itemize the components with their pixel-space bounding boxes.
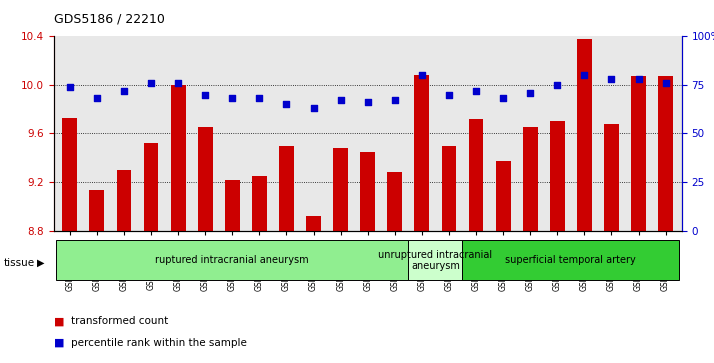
Bar xyxy=(523,127,538,231)
Bar xyxy=(463,240,679,281)
Point xyxy=(660,80,671,86)
Bar xyxy=(577,39,592,231)
Bar xyxy=(116,170,131,231)
Bar xyxy=(388,172,402,231)
Point xyxy=(443,92,455,98)
Bar xyxy=(56,240,408,281)
Bar xyxy=(89,191,104,231)
Point xyxy=(146,80,157,86)
Point xyxy=(253,95,265,101)
Point xyxy=(362,99,373,105)
Text: superficial temporal artery: superficial temporal artery xyxy=(506,256,636,265)
Bar xyxy=(441,146,456,231)
Point xyxy=(578,72,590,78)
Bar xyxy=(361,152,375,231)
Point xyxy=(308,105,319,111)
Point xyxy=(471,88,482,94)
Bar xyxy=(408,240,463,281)
Bar xyxy=(550,121,565,231)
Bar xyxy=(198,127,213,231)
Bar xyxy=(468,119,483,231)
Bar xyxy=(144,143,159,231)
Text: percentile rank within the sample: percentile rank within the sample xyxy=(71,338,247,348)
Text: ■: ■ xyxy=(54,338,64,348)
Bar xyxy=(604,124,619,231)
Bar xyxy=(62,118,77,231)
Point xyxy=(64,84,76,90)
Text: ■: ■ xyxy=(54,316,64,326)
Point xyxy=(552,82,563,88)
Bar xyxy=(414,75,429,231)
Point xyxy=(172,80,183,86)
Bar xyxy=(252,176,267,231)
Point xyxy=(335,98,346,103)
Point xyxy=(199,92,211,98)
Point xyxy=(416,72,428,78)
Text: transformed count: transformed count xyxy=(71,316,169,326)
Bar xyxy=(658,76,673,231)
Text: tissue: tissue xyxy=(4,258,35,268)
Text: unruptured intracranial
aneurysm: unruptured intracranial aneurysm xyxy=(378,250,493,271)
Point xyxy=(281,101,292,107)
Bar xyxy=(171,85,186,231)
Bar xyxy=(333,148,348,231)
Point xyxy=(525,90,536,95)
Text: ▶: ▶ xyxy=(37,258,45,268)
Bar xyxy=(279,146,294,231)
Bar xyxy=(631,76,646,231)
Point xyxy=(498,95,509,101)
Point xyxy=(226,95,238,101)
Bar xyxy=(225,180,240,231)
Point xyxy=(91,95,103,101)
Point xyxy=(605,76,617,82)
Bar xyxy=(496,161,511,231)
Point xyxy=(633,76,644,82)
Text: ruptured intracranial aneurysm: ruptured intracranial aneurysm xyxy=(156,256,309,265)
Bar xyxy=(306,216,321,231)
Text: GDS5186 / 22210: GDS5186 / 22210 xyxy=(54,13,164,26)
Point xyxy=(119,88,130,94)
Point xyxy=(389,98,401,103)
